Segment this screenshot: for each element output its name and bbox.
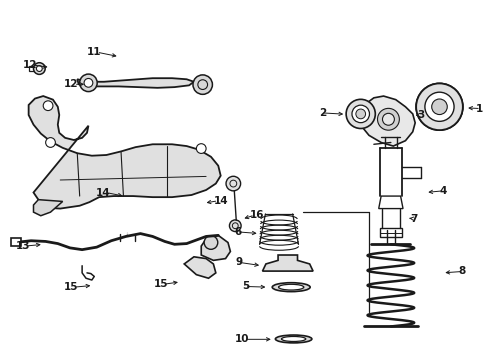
Circle shape	[425, 92, 454, 121]
Circle shape	[432, 99, 447, 114]
Circle shape	[352, 105, 369, 123]
Text: 2: 2	[319, 108, 326, 118]
Circle shape	[229, 220, 241, 231]
Circle shape	[346, 99, 375, 129]
Text: 14: 14	[96, 188, 111, 198]
Text: 15: 15	[64, 282, 79, 292]
Text: 5: 5	[243, 282, 250, 292]
Polygon shape	[359, 96, 415, 146]
Circle shape	[33, 63, 45, 75]
Circle shape	[43, 101, 53, 111]
Text: 7: 7	[410, 213, 417, 224]
Polygon shape	[263, 255, 313, 271]
Text: 14: 14	[214, 196, 228, 206]
Text: 9: 9	[235, 257, 243, 267]
Ellipse shape	[275, 335, 312, 343]
Text: 16: 16	[250, 210, 265, 220]
Circle shape	[204, 236, 218, 249]
Text: 13: 13	[16, 241, 30, 251]
Polygon shape	[28, 96, 220, 208]
Circle shape	[416, 84, 463, 130]
Circle shape	[193, 75, 213, 94]
Ellipse shape	[278, 284, 304, 290]
Circle shape	[46, 138, 55, 147]
Circle shape	[196, 144, 206, 153]
Circle shape	[80, 74, 97, 91]
Ellipse shape	[272, 283, 310, 292]
Text: 8: 8	[458, 266, 465, 276]
Circle shape	[377, 108, 399, 130]
Text: 3: 3	[417, 110, 425, 120]
Circle shape	[383, 113, 394, 125]
Circle shape	[84, 78, 93, 87]
Polygon shape	[33, 200, 63, 216]
Circle shape	[226, 176, 241, 191]
Text: 6: 6	[234, 227, 242, 237]
Text: 10: 10	[234, 334, 249, 344]
Polygon shape	[201, 235, 230, 260]
Text: 12: 12	[64, 79, 79, 89]
Polygon shape	[184, 257, 216, 278]
Circle shape	[36, 66, 42, 72]
Text: 15: 15	[154, 279, 168, 289]
Text: 4: 4	[440, 186, 447, 196]
Polygon shape	[77, 78, 194, 88]
Text: 12: 12	[23, 60, 37, 70]
Circle shape	[356, 109, 366, 119]
Text: 1: 1	[476, 104, 483, 113]
Text: 11: 11	[87, 47, 101, 57]
Ellipse shape	[281, 337, 306, 342]
